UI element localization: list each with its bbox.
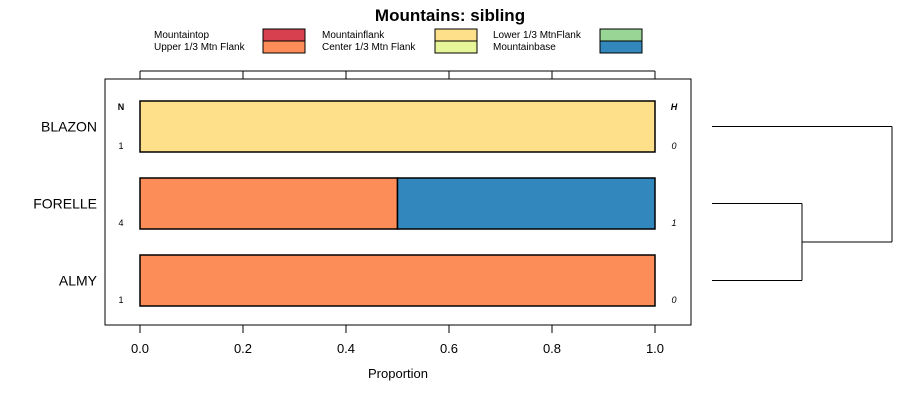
legend-label-upper-1-3-mtn-flank: Upper 1/3 Mtn Flank xyxy=(154,42,246,53)
legend-swatch-mountaintop xyxy=(262,28,306,42)
legend-swatch-mountainbase xyxy=(599,40,643,54)
x-tick-label: 1.0 xyxy=(646,341,664,356)
n-column-header: N xyxy=(118,102,125,112)
bar-segment-mountainflank xyxy=(139,100,656,153)
row-h-value: 1 xyxy=(671,218,676,228)
bar-segment-mountainbase xyxy=(396,177,656,230)
legend-label-mountainbase: Mountainbase xyxy=(493,42,556,53)
bar-segment-upper-1-3-mtn-flank xyxy=(139,254,656,307)
x-tick-label: 0.6 xyxy=(440,341,458,356)
bar-rows: BLAZON 1 0 FORELLE 4 1 ALMY 1 0 xyxy=(33,100,677,307)
row-n-value: 1 xyxy=(118,295,123,305)
row-n-value: 4 xyxy=(118,218,123,228)
legend-swatch-lower-1-3-mtnflank xyxy=(599,28,643,42)
row-label: ALMY xyxy=(59,273,98,289)
h-column-header: H xyxy=(671,102,678,112)
legend-label-mountaintop: Mountaintop xyxy=(154,30,209,41)
legend-label-center-1-3-mtn-flank: Center 1/3 Mtn Flank xyxy=(322,42,416,53)
x-tick-label: 0.2 xyxy=(234,341,252,356)
row-n-value: 1 xyxy=(118,141,123,151)
legend-label-mountainflank: Mountainflank xyxy=(322,30,385,41)
row-h-value: 0 xyxy=(671,141,676,151)
bar-segment-upper-1-3-mtn-flank xyxy=(139,177,399,230)
row-label: BLAZON xyxy=(41,119,97,135)
legend-label-lower-1-3-mtnflank: Lower 1/3 MtnFlank xyxy=(493,30,582,41)
legend-swatch-center-1-3-mtn-flank xyxy=(434,40,478,54)
x-axis-label: Proportion xyxy=(368,366,428,381)
bar-row-blazon: BLAZON 1 0 xyxy=(41,100,677,153)
x-tick-label: 0.8 xyxy=(543,341,561,356)
x-tick-label: 0.0 xyxy=(131,341,149,356)
x-tick-label: 0.4 xyxy=(337,341,355,356)
dendrogram xyxy=(712,126,893,281)
chart-title: Mountains: sibling xyxy=(375,6,525,25)
bar-row-almy: ALMY 1 0 xyxy=(59,254,677,307)
x-axis: 0.0 0.2 0.4 0.6 0.8 1.0 xyxy=(131,70,664,356)
legend-swatch-upper-1-3-mtn-flank xyxy=(262,40,306,54)
row-h-value: 0 xyxy=(671,295,676,305)
row-label: FORELLE xyxy=(33,196,97,212)
bar-row-forelle: FORELLE 4 1 xyxy=(33,177,677,230)
legend-swatch-mountainflank xyxy=(434,28,478,42)
